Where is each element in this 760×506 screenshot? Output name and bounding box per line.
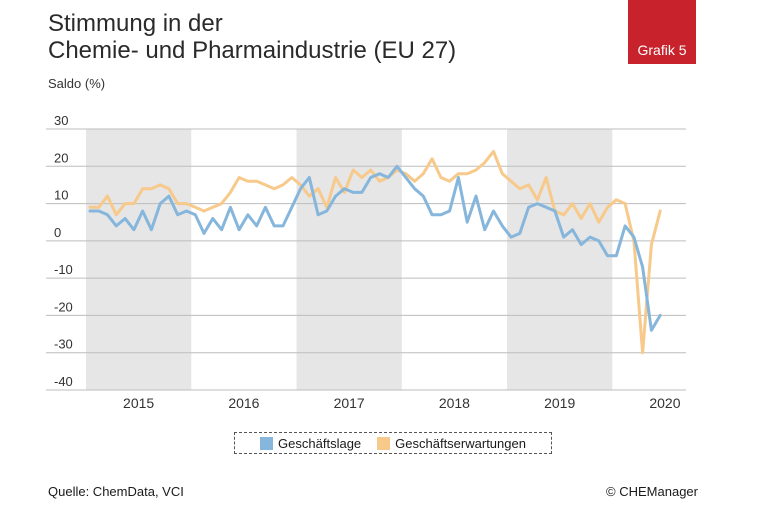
x-tick-label-2020: 2020	[649, 395, 680, 411]
series-lines	[88, 149, 662, 355]
legend-item-geschaeftslage: Geschäftslage	[260, 436, 361, 451]
year-band-0	[86, 129, 192, 390]
y-tick-label-7: -40	[54, 374, 73, 389]
y-tick-label-6: -30	[54, 337, 73, 352]
y-tick-label-1: 20	[54, 150, 68, 165]
x-tick-labels: 2015 2016 2017 2018 2019 2020	[123, 395, 681, 411]
copyright-note: © CHEManager	[606, 484, 698, 499]
grafik-badge-label: Grafik 5	[637, 42, 687, 58]
grafik-badge: Grafik 5	[628, 0, 696, 64]
x-tick-label-2015: 2015	[123, 395, 154, 411]
legend-swatch-geschaeftslage	[260, 436, 274, 450]
y-tick-label-0: 30	[54, 113, 68, 128]
year-band-1	[296, 129, 402, 390]
y-axis-unit-label: Saldo (%)	[48, 76, 106, 91]
x-tick-label-2016: 2016	[228, 395, 259, 411]
x-tick-label-2018: 2018	[439, 395, 470, 411]
x-tick-label-2017: 2017	[334, 395, 365, 411]
grid-lines	[46, 128, 686, 391]
chart-title-line2: Chemie- und Pharmaindustrie (EU 27)	[48, 37, 457, 64]
chart-title-line1: Stimmung in der	[48, 10, 223, 37]
y-tick-label-2: 10	[54, 188, 68, 203]
legend-label-geschaeftslage: Geschäftslage	[278, 435, 362, 451]
source-note: Quelle: ChemData, VCI	[48, 484, 184, 499]
y-tick-label-3: 0	[54, 225, 61, 240]
legend-swatch-geschaeftserwartungen	[377, 436, 391, 450]
legend-label-geschaeftserwartungen: Geschäftserwartungen	[395, 435, 526, 451]
y-tick-labels: 30 20 10 0 -10 -20 -30 -40	[54, 113, 73, 389]
y-tick-label-5: -20	[54, 299, 73, 314]
legend: Geschäftslage Geschäftserwartungen	[234, 432, 552, 454]
series-line-0	[88, 164, 662, 332]
chart-title: Stimmung in der Chemie- und Pharmaindust…	[48, 10, 456, 64]
legend-item-geschaeftserwartungen: Geschäftserwartungen	[377, 436, 526, 451]
year-bands	[86, 129, 613, 390]
x-tick-label-2019: 2019	[544, 395, 575, 411]
y-tick-label-4: -10	[54, 262, 73, 277]
year-band-2	[507, 129, 613, 390]
